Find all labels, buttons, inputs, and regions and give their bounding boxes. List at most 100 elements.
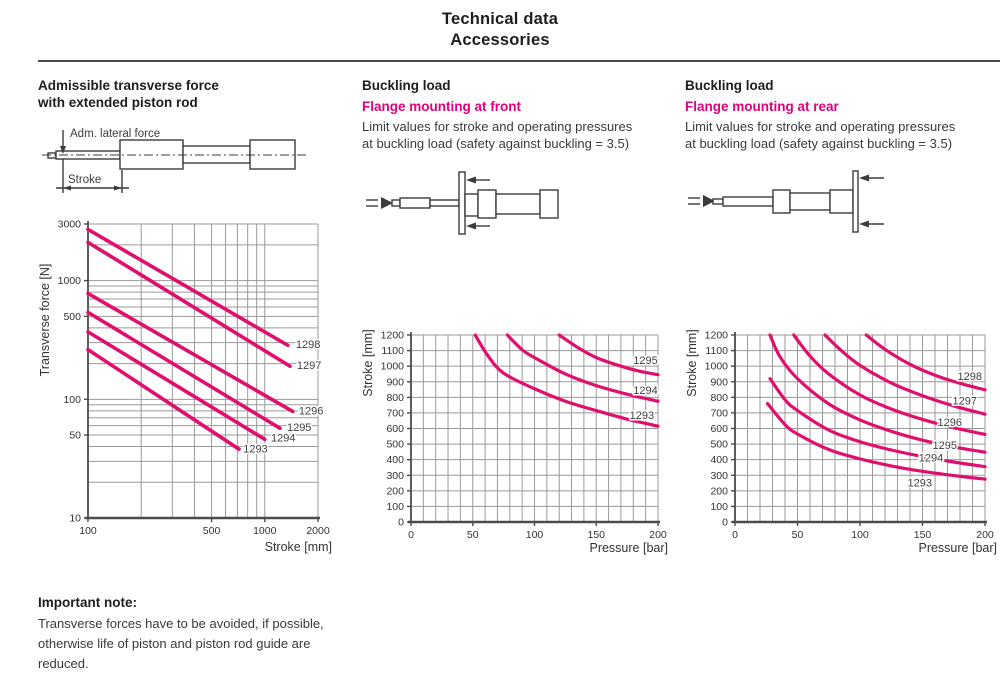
svg-text:150: 150 (587, 529, 605, 541)
svg-text:500: 500 (386, 439, 404, 451)
rod-force-arrowhead (703, 195, 715, 207)
svg-text:600: 600 (386, 423, 404, 435)
svg-text:2000: 2000 (306, 525, 330, 537)
svg-text:400: 400 (710, 454, 728, 466)
curve-label-1294: 1294 (919, 453, 943, 465)
curve-1294 (86, 330, 267, 442)
svg-text:800: 800 (386, 392, 404, 404)
important-note-body: Transverse forces have to be avoided, if… (38, 616, 324, 671)
curve-1297 (823, 333, 987, 416)
buckling-rear-desc-line1: Limit values for stroke and operating pr… (685, 119, 956, 134)
curve-label-1293: 1293 (630, 410, 654, 422)
curve-1293 (86, 347, 241, 451)
curve-label-1294: 1294 (271, 433, 295, 445)
curve-label-1295: 1295 (633, 355, 657, 367)
curve-label-1295: 1295 (287, 422, 311, 434)
curve-1294 (768, 377, 987, 469)
rod-tip (391, 199, 401, 207)
buckling-front-subheading: Flange mounting at front (362, 99, 521, 114)
curve-1298 (86, 227, 290, 348)
svg-text:200: 200 (386, 485, 404, 497)
svg-text:300: 300 (710, 470, 728, 482)
flange-arrow-top (859, 174, 869, 182)
svg-text:150: 150 (914, 529, 932, 541)
piston-rod (722, 196, 774, 207)
cylinder-head-block (772, 189, 791, 214)
buckling-front-heading: Buckling load (362, 78, 451, 93)
cylinder-head-block (477, 189, 497, 219)
buckling-front-desc-line1: Limit values for stroke and operating pr… (362, 119, 633, 134)
svg-text:50: 50 (467, 529, 479, 541)
rod-tip (712, 198, 724, 205)
svg-text:50: 50 (69, 430, 81, 442)
svg-text:100: 100 (386, 501, 404, 513)
curve-1295 (86, 310, 282, 431)
stroke-arrowhead-right (114, 185, 122, 191)
svg-text:500: 500 (63, 311, 81, 323)
section-buckling-rear: Buckling load Flange mounting at rear Li… (685, 77, 1000, 152)
svg-text:100: 100 (851, 529, 869, 541)
curve-1296 (86, 291, 295, 414)
svg-text:0: 0 (722, 517, 728, 529)
svg-text:500: 500 (203, 525, 221, 537)
header-rule (38, 60, 1000, 62)
rod-force-arrowhead (381, 197, 393, 209)
svg-text:900: 900 (386, 376, 404, 388)
svg-text:Stroke [mm]: Stroke [mm] (685, 329, 699, 396)
svg-text:800: 800 (710, 392, 728, 404)
curve-1295 (557, 333, 660, 377)
svg-text:1100: 1100 (705, 345, 728, 357)
svg-text:100: 100 (63, 394, 81, 406)
curve-label-1293: 1293 (243, 444, 267, 456)
buckling-rear-heading: Buckling load (685, 78, 774, 93)
svg-text:1200: 1200 (381, 330, 405, 342)
chart-buckling-rear: 0 50 100 150 200 0 100 200 300 400 500 600 700 800 900… (685, 329, 997, 555)
page-title-line2: Accessories (450, 31, 550, 49)
stroke-label: Stroke (68, 174, 101, 186)
section-heading-transverse-force: Admissible transverse force with extende… (38, 77, 219, 111)
cylinder-tube (789, 192, 831, 211)
piston-rod (399, 197, 431, 209)
piston-rod-diagram: Adm. lateral force Stroke (42, 128, 307, 193)
flange-front-diagram (366, 171, 559, 235)
heading-line2: with extended piston rod (38, 95, 198, 110)
svg-text:900: 900 (710, 376, 728, 388)
flange-arrow-bottom (466, 222, 476, 230)
svg-text:0: 0 (398, 517, 404, 529)
front-flange-plate (458, 171, 466, 235)
page-title: Technical data Accessories (0, 9, 1000, 51)
flange-arrow-top (466, 176, 476, 184)
curve-1294 (505, 333, 660, 403)
svg-text:Pressure [bar]: Pressure [bar] (918, 541, 997, 555)
svg-text:10: 10 (69, 513, 81, 525)
page-title-line1: Technical data (441, 10, 559, 28)
svg-text:700: 700 (386, 407, 404, 419)
curve-label-1296: 1296 (938, 417, 962, 429)
svg-text:1000: 1000 (705, 361, 729, 373)
curve-label-1297: 1297 (297, 360, 321, 372)
svg-text:Stroke [mm]: Stroke [mm] (361, 329, 375, 396)
svg-text:0: 0 (732, 529, 738, 541)
svg-text:1200: 1200 (705, 330, 729, 342)
svg-text:400: 400 (386, 454, 404, 466)
curve-1296 (792, 333, 987, 437)
curve-label-1295: 1295 (933, 440, 957, 452)
svg-text:Stroke [mm]: Stroke [mm] (265, 540, 332, 554)
rod-extension (429, 199, 460, 207)
important-note-heading: Important note: (38, 595, 137, 610)
cylinder-end-block (539, 189, 559, 219)
rod-bearing (464, 193, 479, 217)
curve-1295 (768, 333, 987, 454)
curve-1293 (473, 333, 660, 428)
svg-text:700: 700 (710, 407, 728, 419)
svg-text:Pressure [bar]: Pressure [bar] (589, 541, 668, 555)
svg-text:100: 100 (79, 525, 97, 537)
svg-text:200: 200 (710, 485, 728, 497)
curve-label-1297: 1297 (953, 396, 977, 408)
section-buckling-front: Buckling load Flange mounting at front L… (362, 77, 677, 152)
svg-text:200: 200 (649, 529, 667, 541)
svg-text:200: 200 (976, 529, 994, 541)
curve-1297 (86, 240, 292, 369)
